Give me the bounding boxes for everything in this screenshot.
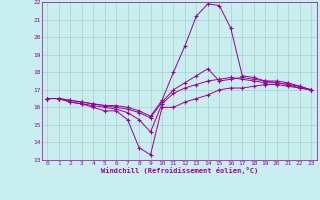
X-axis label: Windchill (Refroidissement éolien,°C): Windchill (Refroidissement éolien,°C) bbox=[100, 167, 258, 174]
